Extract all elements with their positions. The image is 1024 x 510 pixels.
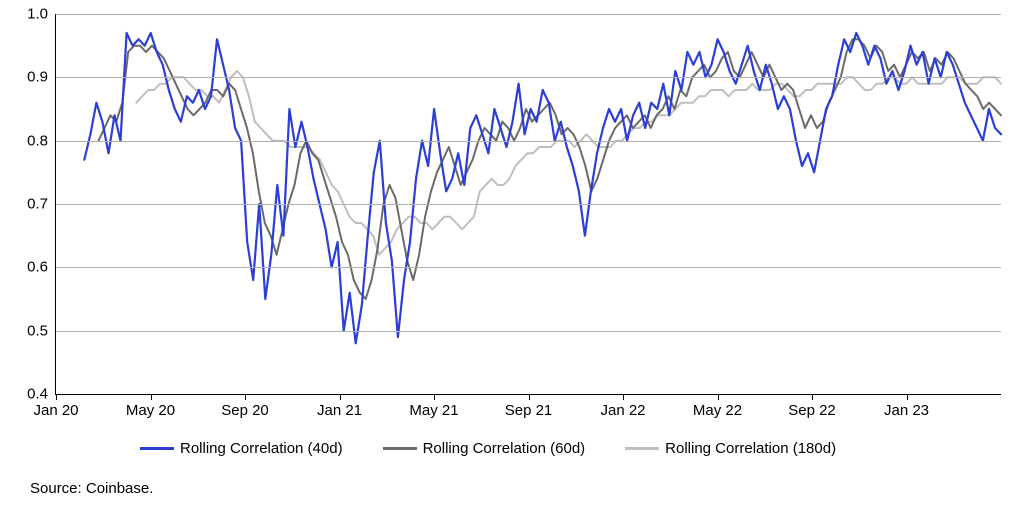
x-tick-label: Jan 20 (33, 394, 78, 419)
x-tick-label: Jan 21 (317, 394, 362, 419)
x-tick-label: Sep 22 (788, 394, 836, 419)
y-tick-label: 0.6 (27, 259, 56, 276)
y-gridline (56, 141, 1001, 142)
legend-swatch (625, 447, 659, 450)
y-tick-label: 0.8 (27, 132, 56, 149)
y-tick-label: 0.5 (27, 322, 56, 339)
y-tick-label: 0.7 (27, 196, 56, 213)
y-gridline (56, 14, 1001, 15)
y-gridline (56, 267, 1001, 268)
correlation-chart: 0.40.50.60.70.80.91.0Jan 20May 20Sep 20J… (0, 0, 1024, 510)
y-tick-label: 1.0 (27, 6, 56, 23)
plot-area: 0.40.50.60.70.80.91.0Jan 20May 20Sep 20J… (55, 14, 1001, 395)
legend-label: Rolling Correlation (180d) (665, 440, 836, 457)
y-tick-label: 0.9 (27, 69, 56, 86)
x-tick-label: May 20 (126, 394, 175, 419)
legend-item: Rolling Correlation (60d) (383, 440, 586, 457)
legend: Rolling Correlation (40d) Rolling Correla… (140, 440, 836, 457)
x-tick-label: Jan 23 (884, 394, 929, 419)
series-line (84, 33, 1001, 343)
y-gridline (56, 204, 1001, 205)
y-gridline (56, 331, 1001, 332)
x-tick-label: Sep 21 (505, 394, 553, 419)
y-gridline (56, 77, 1001, 78)
x-tick-label: Jan 22 (600, 394, 645, 419)
x-tick-label: May 22 (693, 394, 742, 419)
legend-item: Rolling Correlation (40d) (140, 440, 343, 457)
x-tick-label: May 21 (409, 394, 458, 419)
legend-swatch (140, 447, 174, 450)
x-tick-label: Sep 20 (221, 394, 269, 419)
legend-label: Rolling Correlation (40d) (180, 440, 343, 457)
legend-label: Rolling Correlation (60d) (423, 440, 586, 457)
legend-swatch (383, 447, 417, 450)
legend-item: Rolling Correlation (180d) (625, 440, 836, 457)
source-text: Source: Coinbase. (30, 480, 153, 497)
